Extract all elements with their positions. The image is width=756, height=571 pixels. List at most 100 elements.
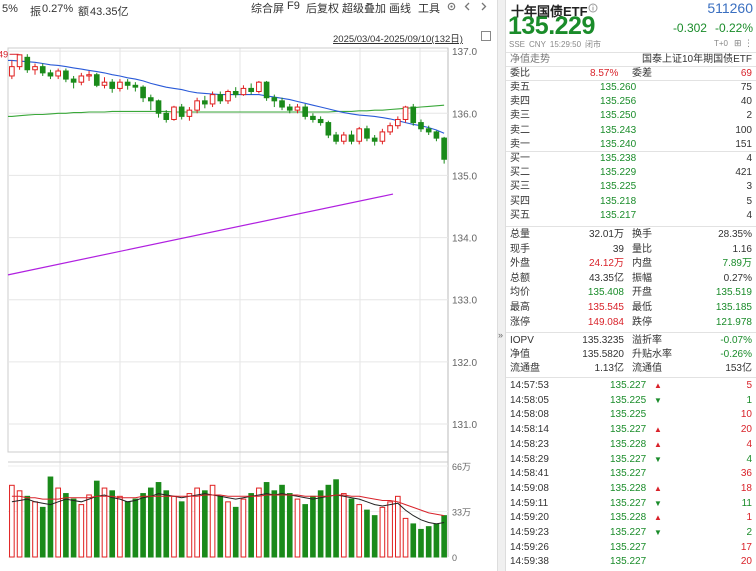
candle[interactable] — [117, 81, 123, 89]
bid-level: 买四 135.218 5 — [506, 196, 756, 208]
candle[interactable] — [140, 86, 146, 99]
tick-row: 14:57:53 135.227 ▲ 5 — [506, 380, 756, 392]
candle[interactable] — [263, 81, 270, 99]
candle[interactable] — [333, 134, 339, 142]
candle[interactable] — [325, 122, 332, 136]
candle[interactable] — [101, 81, 108, 86]
volume-bar — [302, 504, 309, 558]
candle[interactable] — [163, 112, 170, 120]
candle[interactable] — [310, 115, 316, 120]
stat-label: 最低 — [632, 302, 652, 313]
volume-bar — [132, 498, 139, 558]
candle[interactable] — [209, 94, 216, 105]
level-label: 买一 — [510, 153, 530, 164]
stat-value: 149.084 — [587, 316, 624, 328]
info-icon[interactable] — [588, 3, 598, 13]
arrow-up-icon: ▲ — [654, 513, 662, 523]
tick-volume: 20 — [740, 424, 752, 436]
candle[interactable] — [9, 66, 15, 77]
level-volume: 75 — [740, 82, 752, 93]
candle[interactable] — [24, 56, 31, 71]
candle[interactable] — [371, 137, 378, 142]
candle[interactable] — [39, 66, 46, 74]
candle[interactable] — [340, 134, 347, 142]
candle[interactable] — [433, 131, 440, 139]
nav-trend-label[interactable]: 净值走势 — [510, 54, 550, 65]
candle[interactable] — [348, 134, 355, 142]
candle[interactable] — [171, 106, 177, 120]
menu-draw-line[interactable]: 画线 — [389, 3, 411, 15]
last-price: 135.229 — [508, 12, 595, 40]
candle[interactable] — [317, 118, 324, 124]
candle[interactable] — [425, 128, 432, 133]
candle[interactable] — [202, 100, 208, 105]
candle[interactable] — [217, 94, 224, 102]
candle[interactable] — [402, 106, 409, 120]
candle[interactable] — [124, 81, 131, 86]
candle[interactable] — [186, 109, 193, 117]
tick-price: 135.227 — [610, 541, 647, 553]
tick-volume: 1 — [746, 394, 752, 406]
candle[interactable] — [364, 128, 370, 139]
candle[interactable] — [93, 74, 100, 86]
candle[interactable] — [279, 100, 285, 108]
candle[interactable] — [16, 54, 23, 68]
candle[interactable] — [410, 106, 417, 124]
candle[interactable] — [86, 74, 92, 77]
menu-back-adjust[interactable]: 后复权 — [306, 3, 339, 15]
menu-tools[interactable]: 工具 — [418, 3, 440, 15]
candle[interactable] — [194, 100, 200, 111]
kline-panel[interactable]: 5% 振 0.27% 额 43.35亿 综合屏 F9 后复权 超级叠加 画线 工… — [0, 0, 497, 571]
volume-bar — [410, 523, 417, 558]
menu-composite-screen[interactable]: 综合屏 — [251, 3, 284, 15]
candle[interactable] — [395, 118, 401, 127]
candle[interactable] — [78, 75, 85, 83]
level-label: 卖三 — [510, 110, 530, 122]
volume-bar — [16, 490, 23, 558]
candle[interactable] — [225, 91, 231, 102]
candle[interactable] — [387, 125, 393, 133]
volume-ma-line — [11, 493, 445, 525]
nav-trend-row[interactable]: 净值走势 国泰上证10年期国债ETF — [506, 54, 756, 66]
candle[interactable] — [109, 81, 116, 89]
candle[interactable] — [240, 87, 247, 96]
date-range-label[interactable]: 2025/03/04-2025/09/10(132日) — [333, 34, 463, 45]
chevron-right-icon[interactable] — [478, 1, 489, 12]
iopv-label: 流通盘 — [510, 363, 540, 374]
candle[interactable] — [286, 106, 293, 111]
candle[interactable] — [147, 97, 154, 102]
candle[interactable] — [132, 84, 139, 88]
candle[interactable] — [441, 137, 447, 160]
candle[interactable] — [256, 81, 262, 93]
candle[interactable] — [379, 131, 386, 142]
panel-icons[interactable]: ⊞ ⋮ — [733, 38, 753, 48]
tick-volume: 5 — [746, 380, 752, 391]
candlestick-chart[interactable]: 137.0 136.0 135.0 134.0 133.0 132.0 131.0 136.9… — [0, 0, 497, 571]
candle[interactable] — [70, 78, 77, 83]
menu-super-overlay[interactable]: 超级叠加 — [342, 3, 386, 15]
arrow-up-icon: ▲ — [654, 381, 662, 390]
candle[interactable] — [63, 70, 69, 80]
tick-price: 135.227 — [610, 380, 647, 391]
level-volume: 421 — [735, 167, 752, 179]
menu-f9[interactable]: F9 — [287, 0, 300, 12]
candle[interactable] — [302, 106, 309, 117]
candle[interactable] — [271, 97, 278, 102]
candle[interactable] — [55, 70, 61, 77]
candle[interactable] — [155, 100, 162, 114]
candle[interactable] — [356, 128, 363, 142]
candle[interactable] — [32, 66, 38, 71]
candle[interactable] — [178, 106, 185, 117]
candle[interactable] — [232, 91, 239, 96]
stat-label: 量比 — [632, 243, 652, 255]
range-select-icon[interactable] — [481, 31, 491, 41]
tick-time: 14:58:29 — [510, 453, 549, 465]
gear-icon[interactable] — [446, 1, 457, 12]
chevron-left-icon[interactable] — [462, 1, 473, 12]
candle[interactable] — [248, 87, 254, 93]
candle[interactable] — [418, 122, 424, 130]
candle[interactable] — [47, 72, 54, 77]
panel-divider[interactable] — [497, 0, 506, 571]
collapse-icon[interactable]: » — [498, 330, 504, 340]
candle[interactable] — [294, 106, 301, 111]
